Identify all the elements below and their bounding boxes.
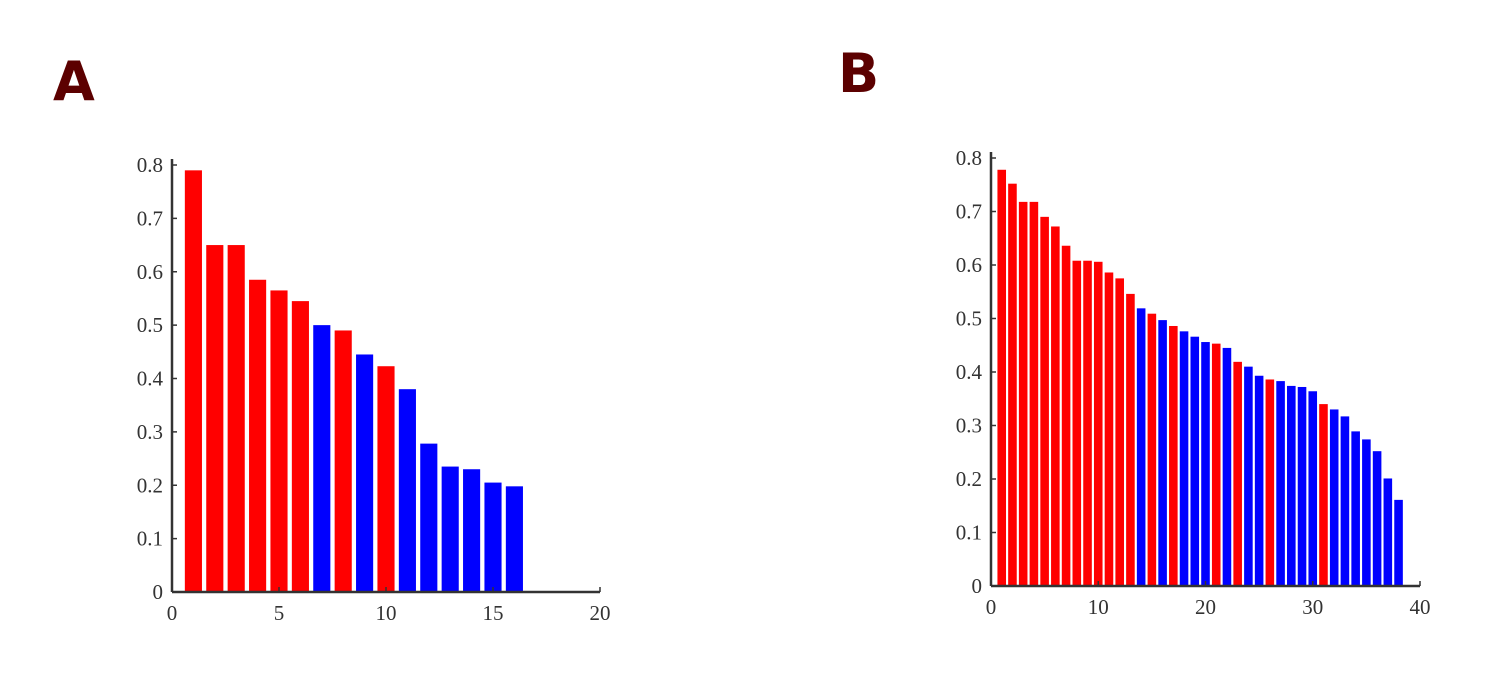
bar-b-35: [1362, 439, 1371, 586]
y-tick-label-b: 0.7: [956, 200, 982, 224]
bar-b-8: [1072, 260, 1082, 586]
y-tick-label-a: 0.8: [137, 153, 163, 177]
x-tick-label-a: 15: [483, 601, 504, 625]
y-tick-label-a: 0.4: [137, 367, 164, 391]
y-tick-label-a: 0.1: [137, 527, 163, 551]
bar-b-14: [1136, 308, 1146, 586]
bar-b-34: [1351, 431, 1360, 586]
x-tick-label-b: 10: [1088, 595, 1109, 619]
y-tick-label-a: 0: [153, 580, 164, 604]
panel-label-b: B: [838, 42, 880, 105]
bar-b-15: [1147, 313, 1157, 586]
bar-a-5: [270, 290, 288, 592]
bar-a-16: [505, 486, 523, 592]
y-tick-label-a: 0.6: [137, 260, 163, 284]
bar-b-26: [1265, 379, 1275, 586]
y-tick-label-b: 0.5: [956, 307, 982, 331]
y-tick-label-a: 0.5: [137, 313, 163, 337]
bar-b-6: [1051, 226, 1060, 587]
bar-b-11: [1104, 272, 1114, 586]
panel-label-a: A: [53, 50, 95, 113]
bar-b-22: [1222, 347, 1232, 586]
bar-a-4: [249, 279, 267, 592]
bar-b-29: [1297, 386, 1307, 586]
bar-b-27: [1276, 381, 1285, 586]
bar-b-23: [1233, 361, 1242, 586]
y-tick-label-a: 0.7: [137, 206, 163, 230]
bar-b-3: [1018, 201, 1028, 586]
bar-b-7: [1061, 245, 1071, 587]
bar-b-21: [1211, 343, 1221, 586]
bar-b-2: [1008, 183, 1017, 586]
bar-b-12: [1115, 278, 1124, 586]
bar-b-31: [1319, 404, 1328, 586]
bar-b-4: [1029, 201, 1039, 586]
bar-b-38: [1394, 499, 1403, 586]
bar-a-14: [463, 469, 481, 592]
bar-a-6: [291, 301, 309, 592]
bar-b-24: [1244, 366, 1253, 586]
bar-b-20: [1201, 342, 1210, 586]
y-tick-label-b: 0.4: [956, 360, 983, 384]
y-tick-label-b: 0.6: [956, 253, 982, 277]
x-tick-label-a: 5: [274, 601, 285, 625]
bar-b-1: [997, 169, 1007, 586]
bar-a-8: [334, 330, 352, 592]
bar-b-33: [1340, 416, 1350, 586]
bar-b-36: [1372, 451, 1382, 586]
bar-b-16: [1158, 320, 1167, 586]
bar-a-1: [184, 170, 202, 592]
y-tick-label-a: 0.2: [137, 473, 163, 497]
bar-a-2: [206, 245, 224, 592]
bar-b-32: [1329, 409, 1339, 586]
x-tick-label-b: 20: [1195, 595, 1216, 619]
bar-b-5: [1040, 216, 1049, 586]
y-tick-label-b: 0: [972, 574, 983, 598]
y-tick-label-b: 0.2: [956, 467, 982, 491]
bar-a-11: [398, 389, 416, 592]
bar-b-30: [1308, 391, 1318, 586]
x-tick-label-b: 40: [1410, 595, 1431, 619]
x-tick-label-b: 30: [1302, 595, 1323, 619]
x-tick-label-a: 20: [590, 601, 611, 625]
bar-a-13: [441, 466, 459, 592]
bar-a-15: [484, 482, 502, 592]
y-tick-label-b: 0.8: [956, 146, 982, 170]
bar-b-28: [1287, 385, 1296, 586]
bar-a-9: [356, 354, 374, 592]
bar-b-9: [1083, 260, 1092, 586]
bar-b-17: [1169, 325, 1178, 586]
bar-b-18: [1179, 331, 1189, 586]
bar-a-10: [377, 366, 395, 592]
bar-a-3: [227, 245, 245, 592]
bar-b-13: [1126, 293, 1135, 586]
bar-b-37: [1383, 478, 1393, 586]
y-tick-label-a: 0.3: [137, 420, 163, 444]
bar-b-19: [1190, 336, 1200, 586]
x-tick-label-a: 0: [167, 601, 178, 625]
bar-a-7: [313, 325, 331, 593]
bar-b-10: [1093, 261, 1103, 586]
y-tick-label-b: 0.1: [956, 521, 982, 545]
x-tick-label-a: 10: [376, 601, 397, 625]
y-tick-label-b: 0.3: [956, 414, 982, 438]
bar-b-25: [1254, 375, 1264, 586]
bar-a-12: [420, 443, 438, 592]
x-tick-label-b: 0: [986, 595, 997, 619]
